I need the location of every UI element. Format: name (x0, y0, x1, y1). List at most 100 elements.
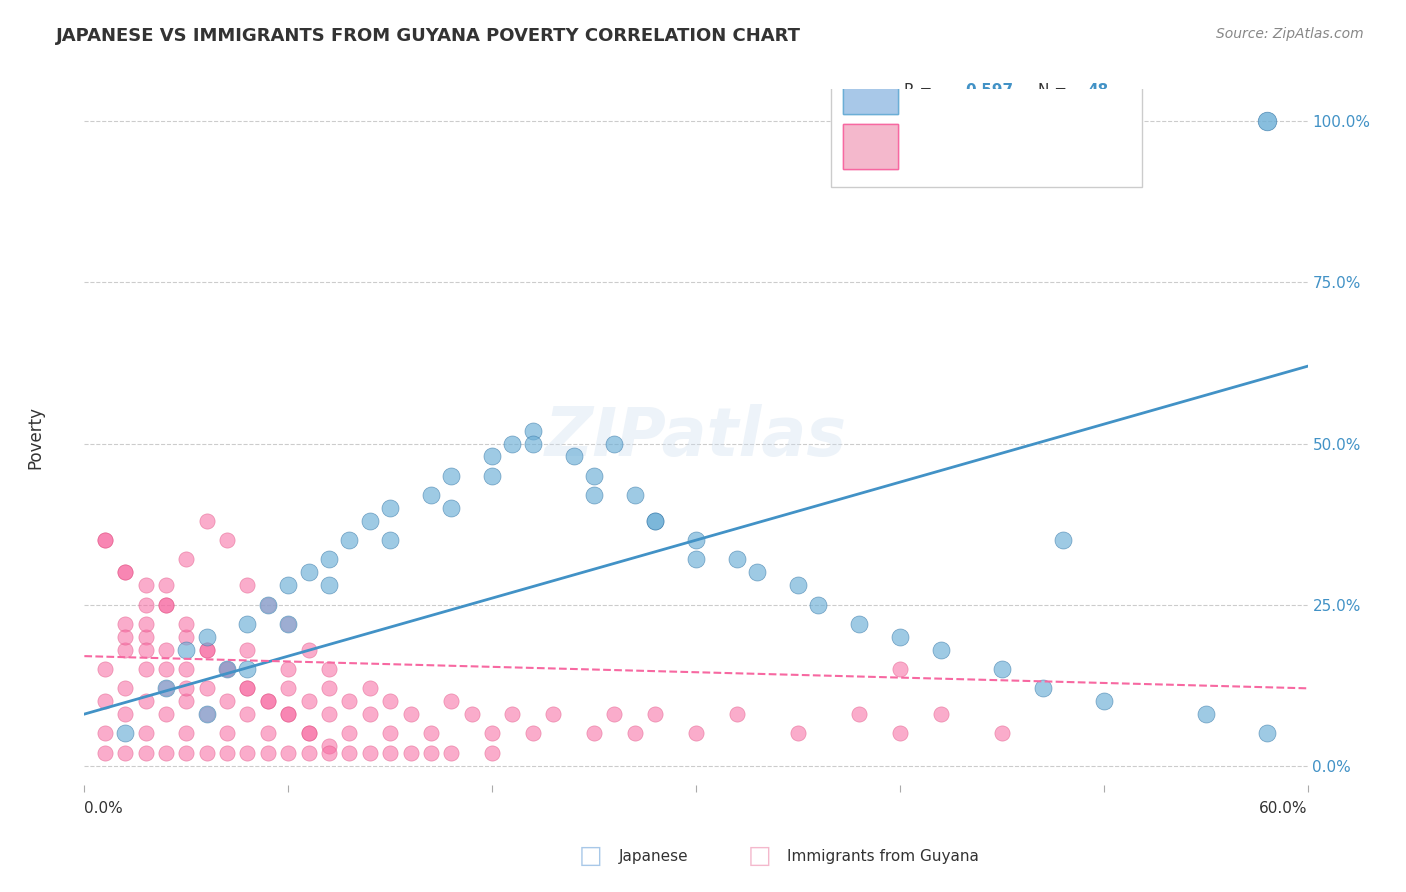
Point (93, 533, 117, 548)
Point (420, 746, 443, 760)
Text: Poverty: Poverty (27, 406, 45, 468)
Point (155, 707, 177, 722)
Point (236, 642, 259, 657)
Point (481, 726, 503, 740)
FancyBboxPatch shape (831, 72, 1143, 186)
Point (522, 726, 544, 740)
Text: R =: R = (904, 143, 932, 158)
Point (359, 707, 381, 722)
Text: 48: 48 (1087, 83, 1109, 98)
Point (685, 533, 707, 548)
Point (195, 630, 218, 644)
Point (481, 450, 503, 464)
Point (155, 681, 177, 696)
Point (298, 726, 321, 740)
Point (583, 488, 606, 502)
Point (644, 514, 666, 528)
Point (522, 424, 544, 438)
Text: 60.0%: 60.0% (1260, 801, 1308, 816)
Point (135, 630, 157, 644)
Point (848, 616, 870, 631)
Point (195, 642, 218, 657)
Point (359, 681, 381, 696)
Point (277, 707, 299, 722)
Point (277, 662, 299, 676)
Point (440, 746, 463, 760)
FancyBboxPatch shape (842, 124, 898, 169)
Point (195, 642, 218, 657)
Point (644, 514, 666, 528)
Point (359, 746, 381, 760)
Point (135, 598, 157, 612)
Point (298, 694, 321, 708)
Point (481, 468, 503, 483)
Point (562, 450, 585, 464)
Point (359, 514, 381, 528)
Point (603, 707, 626, 722)
Point (889, 726, 911, 740)
Text: Source: ZipAtlas.com: Source: ZipAtlas.com (1216, 27, 1364, 41)
Point (277, 616, 299, 631)
Point (522, 436, 544, 450)
Point (991, 726, 1014, 740)
Point (176, 681, 198, 696)
Point (339, 694, 361, 708)
Point (155, 598, 177, 612)
Point (380, 533, 402, 548)
Text: Immigrants from Guyana: Immigrants from Guyana (787, 849, 979, 863)
Point (318, 578, 340, 592)
Point (502, 707, 524, 722)
Point (257, 598, 280, 612)
Point (725, 552, 748, 566)
Point (440, 500, 463, 515)
Point (217, 746, 239, 760)
Point (747, 566, 769, 580)
Point (155, 662, 177, 676)
Point (502, 436, 524, 450)
Point (135, 578, 157, 592)
Text: Japanese: Japanese (619, 849, 689, 863)
Point (481, 746, 503, 760)
Point (135, 616, 157, 631)
Point (135, 746, 157, 760)
Point (236, 707, 259, 722)
Point (236, 616, 259, 631)
Point (114, 566, 136, 580)
Point (155, 681, 177, 696)
Point (135, 726, 157, 740)
Point (217, 726, 239, 740)
Point (236, 681, 259, 696)
Point (298, 642, 321, 657)
Point (339, 726, 361, 740)
Point (1195, 707, 1218, 722)
Point (114, 726, 136, 740)
Point (93, 746, 117, 760)
Text: □: □ (748, 845, 770, 868)
Point (1092, 694, 1115, 708)
Point (420, 726, 443, 740)
Text: JAPANESE VS IMMIGRANTS FROM GUYANA POVERTY CORRELATION CHART: JAPANESE VS IMMIGRANTS FROM GUYANA POVER… (56, 27, 801, 45)
Text: R =: R = (904, 83, 932, 98)
Point (135, 694, 157, 708)
Text: □: □ (579, 845, 602, 868)
Text: 111: 111 (1087, 143, 1119, 158)
Point (380, 694, 402, 708)
Point (176, 630, 198, 644)
Point (114, 616, 136, 631)
Point (583, 468, 606, 483)
Point (583, 726, 606, 740)
Point (277, 616, 299, 631)
Point (318, 681, 340, 696)
Point (380, 726, 402, 740)
Point (277, 681, 299, 696)
Point (685, 726, 707, 740)
Point (787, 578, 810, 592)
Point (257, 726, 280, 740)
Point (114, 566, 136, 580)
Point (440, 468, 463, 483)
Point (277, 707, 299, 722)
Point (176, 662, 198, 676)
Point (399, 746, 422, 760)
Point (236, 681, 259, 696)
Point (176, 552, 198, 566)
